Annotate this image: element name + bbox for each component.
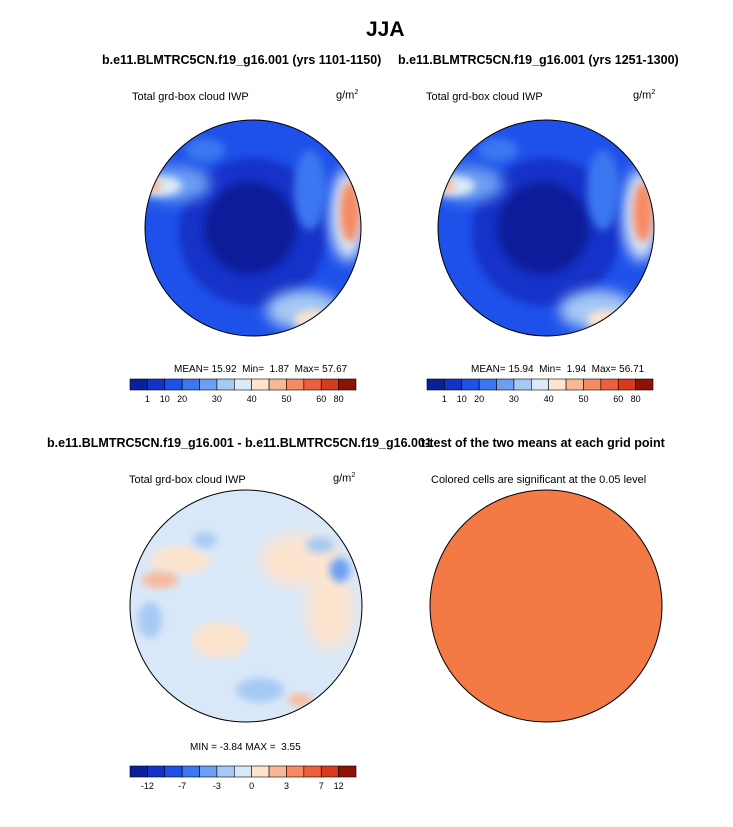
panel3-stats: MIN = -3.84 MAX = 3.55 bbox=[190, 742, 301, 753]
panel2-colorbar-swatch-1 bbox=[444, 378, 463, 391]
panel3-title: b.e11.BLMTRC5CN.f19_g16.001 - b.e11.BLMT… bbox=[47, 436, 432, 450]
panel3-colorbar-swatch-5 bbox=[216, 765, 235, 778]
panel1-colorbar-swatch-2 bbox=[164, 378, 183, 391]
panel1-colorbar-swatch-0 bbox=[129, 378, 148, 391]
panel3-colorbar-swatch-7 bbox=[251, 765, 270, 778]
panel3-colorbar-tick-label: -3 bbox=[213, 781, 221, 791]
panel3-colorbar-tick-label: 3 bbox=[284, 781, 289, 791]
panel2-colorbar-tick-label: 50 bbox=[578, 394, 588, 404]
panel1-colorbar-swatch-8 bbox=[268, 378, 287, 391]
panel2-colorbar-swatch-7 bbox=[548, 378, 567, 391]
panel4-subtitle: Colored cells are significant at the 0.0… bbox=[431, 474, 647, 486]
panel3-map bbox=[129, 489, 363, 723]
panel2-variable: Total grd-box cloud IWP bbox=[426, 91, 543, 103]
panel1-colorbar-swatch-12 bbox=[338, 378, 357, 391]
panel1-colorbar-swatch-7 bbox=[251, 378, 270, 391]
panel1-colorbar-swatch-5 bbox=[216, 378, 235, 391]
panel3-colorbar-swatch-10 bbox=[303, 765, 322, 778]
panel1-colorbar-tick-label: 80 bbox=[334, 394, 344, 404]
panel1-colorbar-swatch-4 bbox=[199, 378, 218, 391]
panel2-colorbar-tick-label: 1 bbox=[442, 394, 447, 404]
main-title: JJA bbox=[366, 18, 405, 41]
panel2-colorbar-tick-label: 60 bbox=[613, 394, 623, 404]
panel3-colorbar: -12 -7 -3 0 3 7 12 bbox=[129, 765, 357, 791]
panel1-colorbar-swatch-11 bbox=[320, 378, 339, 391]
panel4-title: t-test of the two means at each grid poi… bbox=[421, 436, 665, 450]
panel2-units: g/m2 bbox=[633, 89, 656, 102]
panel3-colorbar-swatch-6 bbox=[234, 765, 252, 778]
panel1-variable: Total grd-box cloud IWP bbox=[132, 91, 249, 103]
panel3-colorbar-swatch-11 bbox=[320, 765, 339, 778]
panel2-colorbar-tick-label: 40 bbox=[544, 394, 554, 404]
panel1-title: b.e11.BLMTRC5CN.f19_g16.001 (yrs 1101-11… bbox=[102, 53, 382, 67]
panel2-colorbar-swatch-5 bbox=[513, 378, 532, 391]
panel1-colorbar-swatch-3 bbox=[181, 378, 200, 391]
panel3-colorbar-swatch-4 bbox=[199, 765, 218, 778]
panel2-colorbar-tick-label: 10 bbox=[457, 394, 467, 404]
panel3-variable: Total grd-box cloud IWP bbox=[129, 474, 246, 486]
panel3-units: g/m2 bbox=[333, 472, 356, 485]
panel1-colorbar-swatch-9 bbox=[286, 378, 305, 391]
panel3-colorbar-tick-label: 7 bbox=[319, 781, 324, 791]
panel3-colorbar-tick-label: 12 bbox=[334, 781, 344, 791]
panel2-colorbar-swatch-11 bbox=[617, 378, 636, 391]
panel1-colorbar-tick-label: 30 bbox=[212, 394, 222, 404]
panel2-colorbar: 1 10 20 30 40 50 60 80 bbox=[426, 378, 654, 404]
panel1-colorbar-tick-label: 10 bbox=[160, 394, 170, 404]
panel2-colorbar-swatch-0 bbox=[426, 378, 445, 391]
panel4-map bbox=[429, 489, 663, 723]
panel1-colorbar-tick-label: 60 bbox=[316, 394, 326, 404]
panel1-colorbar-tick-label: 1 bbox=[145, 394, 150, 404]
panel2-colorbar-swatch-8 bbox=[565, 378, 584, 391]
panel2-stats: MEAN= 15.94 Min= 1.94 Max= 56.71 bbox=[471, 364, 645, 375]
panel1-units: g/m2 bbox=[336, 89, 359, 102]
panel3-colorbar-swatch-0 bbox=[129, 765, 148, 778]
panel3-colorbar-swatch-3 bbox=[181, 765, 200, 778]
panel1-colorbar: 1 10 20 30 40 50 60 80 bbox=[129, 378, 357, 404]
panel2-colorbar-swatch-10 bbox=[600, 378, 619, 391]
panel1-colorbar-swatch-10 bbox=[303, 378, 322, 391]
panel1-colorbar-swatch-6 bbox=[234, 378, 252, 391]
panel3-colorbar-swatch-8 bbox=[268, 765, 287, 778]
panel2-colorbar-swatch-6 bbox=[531, 378, 549, 391]
panel2-map bbox=[437, 119, 655, 337]
panel1-colorbar-tick-label: 40 bbox=[247, 394, 257, 404]
panel2-title: b.e11.BLMTRC5CN.f19_g16.001 (yrs 1251-13… bbox=[398, 53, 679, 67]
panel1-colorbar-swatch-1 bbox=[147, 378, 166, 391]
panel1-stats: MEAN= 15.92 Min= 1.87 Max= 57.67 bbox=[174, 364, 348, 375]
panel3-colorbar-swatch-1 bbox=[147, 765, 166, 778]
panel2-colorbar-swatch-3 bbox=[478, 378, 497, 391]
panel2-colorbar-tick-label: 20 bbox=[474, 394, 484, 404]
panel2-colorbar-swatch-12 bbox=[635, 378, 654, 391]
panel2-colorbar-swatch-2 bbox=[461, 378, 480, 391]
panel1-colorbar-tick-label: 50 bbox=[281, 394, 291, 404]
panel3-colorbar-swatch-9 bbox=[286, 765, 305, 778]
panel3-colorbar-swatch-12 bbox=[338, 765, 357, 778]
panel3-colorbar-swatch-2 bbox=[164, 765, 183, 778]
panel2-colorbar-tick-label: 30 bbox=[509, 394, 519, 404]
panel2-colorbar-swatch-9 bbox=[583, 378, 602, 391]
panel2-colorbar-swatch-4 bbox=[496, 378, 515, 391]
panel3-colorbar-tick-label: 0 bbox=[249, 781, 254, 791]
panel1-colorbar-tick-label: 20 bbox=[177, 394, 187, 404]
panel2-colorbar-tick-label: 80 bbox=[631, 394, 641, 404]
panel1-map bbox=[144, 119, 362, 337]
panel3-colorbar-tick-label: -7 bbox=[178, 781, 186, 791]
panel3-colorbar-tick-label: -12 bbox=[141, 781, 154, 791]
